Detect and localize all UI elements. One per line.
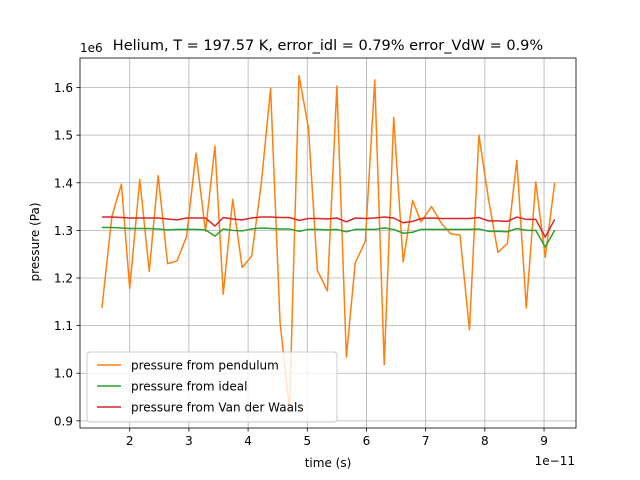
y-offset-label: 1e6 xyxy=(80,41,103,55)
x-tick-label: 5 xyxy=(303,434,311,448)
x-offset-label: 1e−11 xyxy=(535,454,575,468)
legend-label-ideal: pressure from ideal xyxy=(131,380,247,394)
chart-title: Helium, T = 197.57 K, error_idl = 0.79% … xyxy=(113,38,543,54)
legend-box xyxy=(86,351,338,423)
plot-frame xyxy=(79,57,577,429)
x-tick-label: 8 xyxy=(481,434,489,448)
legend: pressure from pendulum pressure from ide… xyxy=(86,351,338,423)
y-tick-label: 1.5 xyxy=(54,129,73,143)
y-tick-label: 1.3 xyxy=(54,224,73,238)
x-tick-label: 7 xyxy=(422,434,430,448)
y-tick-label: 0.9 xyxy=(54,414,73,428)
x-tick-label: 9 xyxy=(540,434,548,448)
x-tick-label: 3 xyxy=(185,434,193,448)
y-tick-label: 1.4 xyxy=(54,176,73,190)
x-tick-label: 4 xyxy=(244,434,252,448)
y-tick-label: 1.0 xyxy=(54,367,73,381)
y-tick-label: 1.1 xyxy=(54,319,73,333)
tick-layer: 2 3 4 5 6 7 8 9 0.9 1.0 1.1 1.2 1.3 1.4 1.5 1.6 xyxy=(54,81,548,448)
x-tick-label: 6 xyxy=(363,434,371,448)
legend-label-pendulum: pressure from pendulum xyxy=(131,359,279,373)
series-layer xyxy=(101,74,556,412)
y-tick-label: 1.2 xyxy=(54,272,73,286)
series-line-pendulum xyxy=(101,74,556,412)
series-line-ideal xyxy=(101,226,556,248)
x-tick-label: 2 xyxy=(126,434,134,448)
x-axis-label: time (s) xyxy=(305,456,352,470)
y-tick-label: 1.6 xyxy=(54,81,73,95)
y-axis-label: pressure (Pa) xyxy=(28,202,42,281)
legend-label-vdw: pressure from Van der Waals xyxy=(131,401,304,415)
series-line-vdw xyxy=(101,216,556,238)
